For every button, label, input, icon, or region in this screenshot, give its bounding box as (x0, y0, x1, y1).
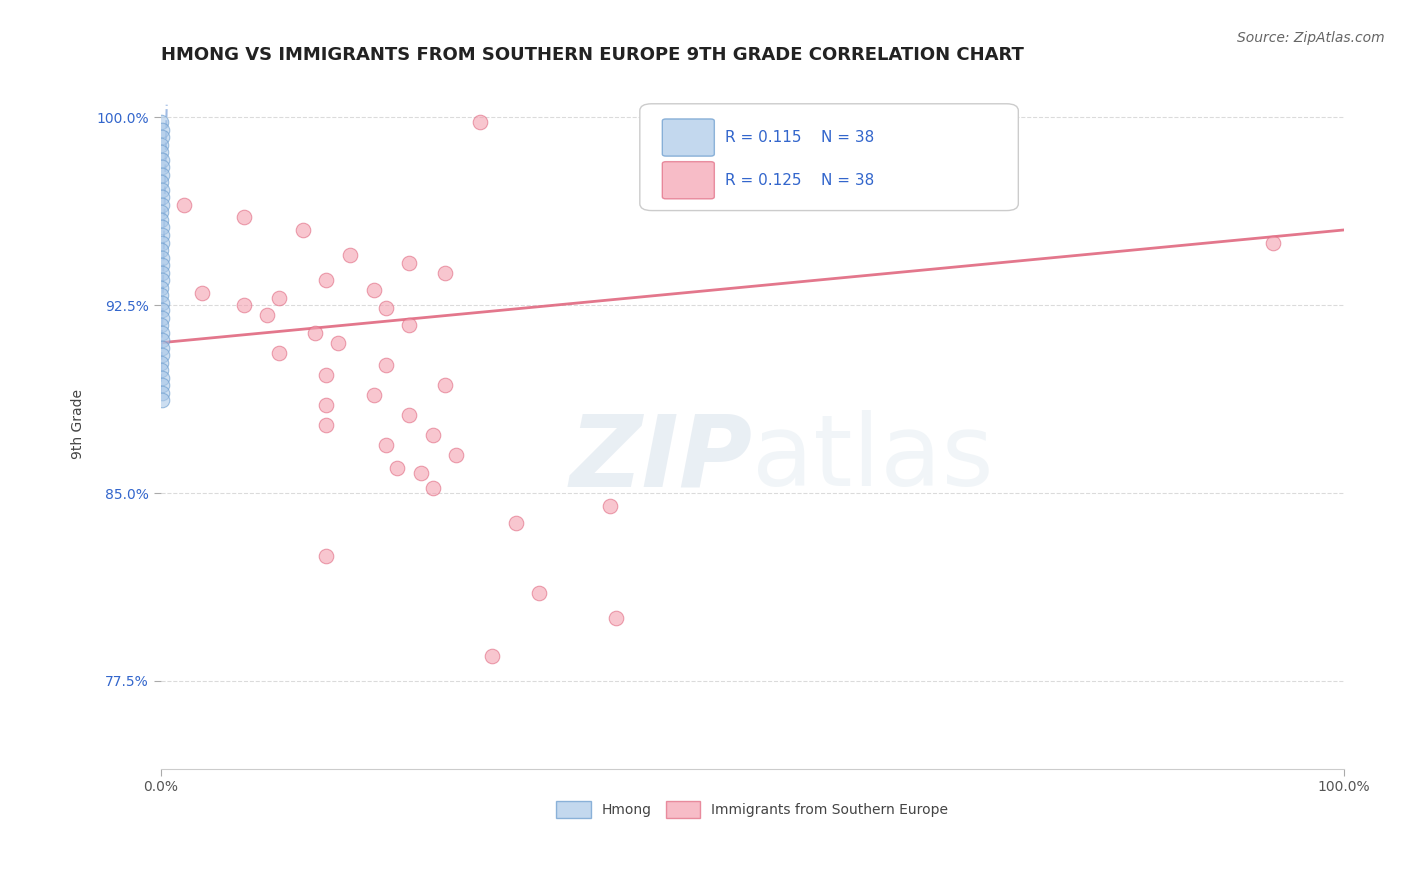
Point (374, 438, 396, 452)
Point (505, 516, 527, 530)
Point (363, 283, 385, 297)
Point (150, 356, 173, 370)
Point (422, 428, 444, 442)
Point (150, 122, 173, 136)
Point (150, 227, 173, 242)
Point (150, 371, 173, 385)
Text: ZIP: ZIP (569, 410, 752, 507)
Point (150, 168, 173, 182)
Point (150, 175, 173, 189)
Point (150, 288, 173, 302)
Point (152, 393, 174, 408)
Point (267, 345, 290, 359)
Point (150, 145, 173, 160)
Point (150, 153, 173, 167)
Point (150, 280, 173, 294)
Point (256, 308, 278, 322)
Text: R = 0.125    N = 38: R = 0.125 N = 38 (725, 173, 875, 187)
Point (433, 378, 456, 392)
Point (315, 418, 337, 433)
Point (150, 205, 173, 219)
Point (173, 198, 195, 212)
Text: R = 0.115    N = 38: R = 0.115 N = 38 (725, 130, 875, 145)
Point (315, 549, 337, 563)
Point (150, 348, 173, 362)
Point (150, 303, 173, 318)
Point (422, 481, 444, 495)
Point (409, 466, 432, 480)
Legend: Hmong, Immigrants from Southern Europe: Hmong, Immigrants from Southern Europe (550, 796, 955, 823)
Point (398, 318, 420, 333)
Point (150, 318, 173, 333)
Point (599, 499, 621, 513)
Point (232, 211, 254, 225)
Point (150, 161, 173, 175)
Point (267, 291, 290, 305)
Point (150, 190, 173, 204)
Point (374, 301, 396, 315)
FancyBboxPatch shape (662, 119, 714, 156)
Point (363, 388, 385, 402)
Point (398, 409, 420, 423)
Point (291, 223, 314, 237)
Point (315, 368, 337, 383)
Point (150, 137, 173, 152)
Point (374, 358, 396, 372)
FancyBboxPatch shape (662, 161, 714, 199)
Point (150, 183, 173, 197)
Point (328, 335, 350, 350)
Point (150, 115, 173, 129)
Point (150, 378, 173, 392)
Point (232, 298, 254, 312)
Point (150, 326, 173, 340)
Point (191, 285, 214, 300)
Point (304, 326, 326, 340)
Point (1261, 235, 1284, 250)
Point (150, 341, 173, 355)
Point (150, 235, 173, 250)
Point (339, 248, 361, 262)
Point (150, 251, 173, 265)
Point (150, 243, 173, 257)
Point (315, 273, 337, 287)
Text: atlas: atlas (752, 410, 994, 507)
Point (433, 266, 456, 280)
Point (315, 398, 337, 412)
Point (605, 611, 627, 625)
Point (150, 198, 173, 212)
Point (150, 385, 173, 400)
Point (150, 266, 173, 280)
Point (150, 130, 173, 145)
Point (150, 363, 173, 377)
Point (150, 213, 173, 227)
Point (150, 220, 173, 235)
Point (481, 648, 503, 663)
Y-axis label: 9th Grade: 9th Grade (72, 389, 86, 459)
Point (150, 333, 173, 347)
Point (387, 461, 409, 475)
Point (150, 273, 173, 287)
Point (398, 255, 420, 269)
Point (529, 586, 551, 600)
Point (150, 258, 173, 272)
Point (446, 449, 468, 463)
Text: Source: ZipAtlas.com: Source: ZipAtlas.com (1237, 31, 1385, 45)
Point (468, 115, 491, 129)
FancyBboxPatch shape (640, 103, 1018, 211)
Point (150, 295, 173, 310)
Text: HMONG VS IMMIGRANTS FROM SOUTHERN EUROPE 9TH GRADE CORRELATION CHART: HMONG VS IMMIGRANTS FROM SOUTHERN EUROPE… (160, 46, 1024, 64)
Point (150, 310, 173, 325)
